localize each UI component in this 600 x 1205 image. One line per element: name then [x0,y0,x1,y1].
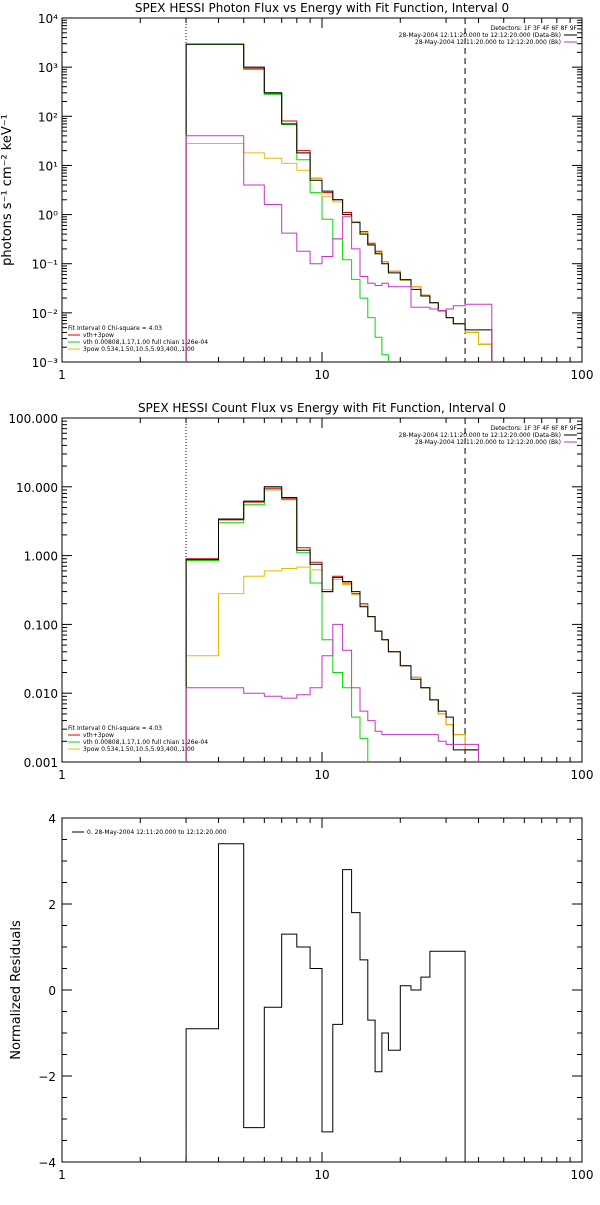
resid-y-tick-label: 4 [48,812,56,826]
count-chart-title: SPEX HESSI Count Flux vs Energy with Fit… [138,401,506,415]
resid-y-tick-label: −4 [38,1156,56,1170]
photon-series-vth [185,43,389,362]
resid-x-tick-label: 100 [571,1168,594,1182]
count-y-tick-label: 10.000 [16,481,58,495]
photon-legend-entry: 3pow 0.534,1.50,10.5,5.93,400.,1.00 [83,346,195,353]
photon-series-3pow [185,143,493,362]
photon-legend-entry: vth 0.00808,1.17,1.00 full chian 1.26e-0… [83,339,208,346]
count-y-tick-label: 100.000 [8,412,58,426]
count-y-tick-label: 1.000 [24,550,58,564]
photon-x-tick-label: 10 [314,368,329,382]
count-x-tick-label: 1 [58,768,66,782]
count-legend-entry: Fit Interval 0 Chi-square = 4.03 [68,725,162,732]
photon-x-tick-label: 1 [58,368,66,382]
count-legend-entry: vth+3pow [83,732,114,739]
photon-series-vth-3pow [185,43,493,362]
photon-y-tick-label: 10⁻³ [32,356,59,370]
photon-y-axis-label: photons s⁻¹ cm⁻² keV⁻¹ [0,114,15,266]
photon-header-line: 28-May-2004 12:11:20.000 to 12:12:20.000… [399,32,561,39]
count-y-tick-label: 0.001 [24,756,58,770]
count-y-tick-label: 0.010 [24,687,58,701]
resid-y-tick-label: 0 [48,984,56,998]
photon-flux-panel: SPEX HESSI Photon Flux vs Energy with Fi… [0,1,594,382]
count-header-line: 28-May-2004 12:11:20.000 to 12:12:20.000… [415,439,561,446]
residuals-annotations: 1 10 100 −4 −2 0 2 4 0. 28-May-2004 12:11:20.000… [38,812,593,1182]
photon-y-tick-label: 10² [38,110,58,124]
photon-x-tick-label: 100 [571,368,594,382]
count-x-tick-label: 10 [314,768,329,782]
resid-x-tick-label: 10 [314,1168,329,1182]
count-header-line: 28-May-2004 12:11:20.000 to 12:12:20.000… [399,432,561,439]
photon-y-tick-label: 10⁻¹ [32,258,59,272]
photon-series-data-bk [185,43,493,362]
photon-plot-marks [61,17,583,363]
photon-series-bk [185,135,493,362]
photon-legend-entry: Fit Interval 0 Chi-square = 4.03 [68,325,162,332]
count-series-data-bk [185,486,479,762]
photon-header-line: Detectors: 1F 3F 4F 6F 8F 9F [491,25,578,32]
photon-annotations: 1 10 100 10⁻³ 10⁻² 10⁻¹ 10⁰ 10¹ 10² 10³ 10⁴ Detecto… [32,12,594,382]
resid-y-tick-label: −2 [38,1070,56,1084]
count-flux-panel: SPEX HESSI Count Flux vs Energy with Fit… [8,401,593,782]
count-legend-entry: vth 0.00808,1.17,1.00 full chian 1.26e-0… [83,739,208,746]
residuals-plot-marks [61,817,583,1163]
photon-y-tick-label: 10⁰ [38,209,58,223]
resid-x-tick-label: 1 [58,1168,66,1182]
photon-y-tick-label: 10⁴ [38,12,58,26]
residuals-y-axis-label: Normalized Residuals [9,920,24,1060]
resid-legend-entry: 0. 28-May-2004 12:11:20.000 to 12:12:20.… [87,829,227,836]
residuals-panel: Normalized Residuals 1 10 100 −4 −2 0 2 4 0. 28-… [9,812,593,1182]
photon-legend-entry: vth+3pow [83,332,114,339]
count-x-tick-label: 100 [571,768,594,782]
count-y-tick-label: 0.100 [24,618,58,632]
count-annotations: 1 10 100 0.001 0.010 0.100 1.000 10.000 100.000 D… [8,412,593,782]
resid-y-tick-label: 2 [48,898,56,912]
photon-y-tick-label: 10¹ [38,159,58,173]
count-series-bk [185,623,479,762]
photon-header-line: 28-May-2004 12:11:20.000 to 12:12:20.000… [415,39,561,46]
count-header-line: Detectors: 1F 3F 4F 6F 8F 9F [491,425,578,432]
photon-y-tick-label: 10³ [38,61,58,75]
photon-chart-title: SPEX HESSI Photon Flux vs Energy with Fi… [135,1,509,15]
resid-series-0-28-may-2004-12-11-20-000-to-12-12-20-000 [185,843,466,1162]
count-series-vth [185,489,369,762]
photon-y-tick-label: 10⁻² [32,307,59,321]
count-plot-marks [61,417,583,763]
count-legend-entry: 3pow 0.534,1.50,10.5,5.93,400.,1.00 [83,746,195,753]
